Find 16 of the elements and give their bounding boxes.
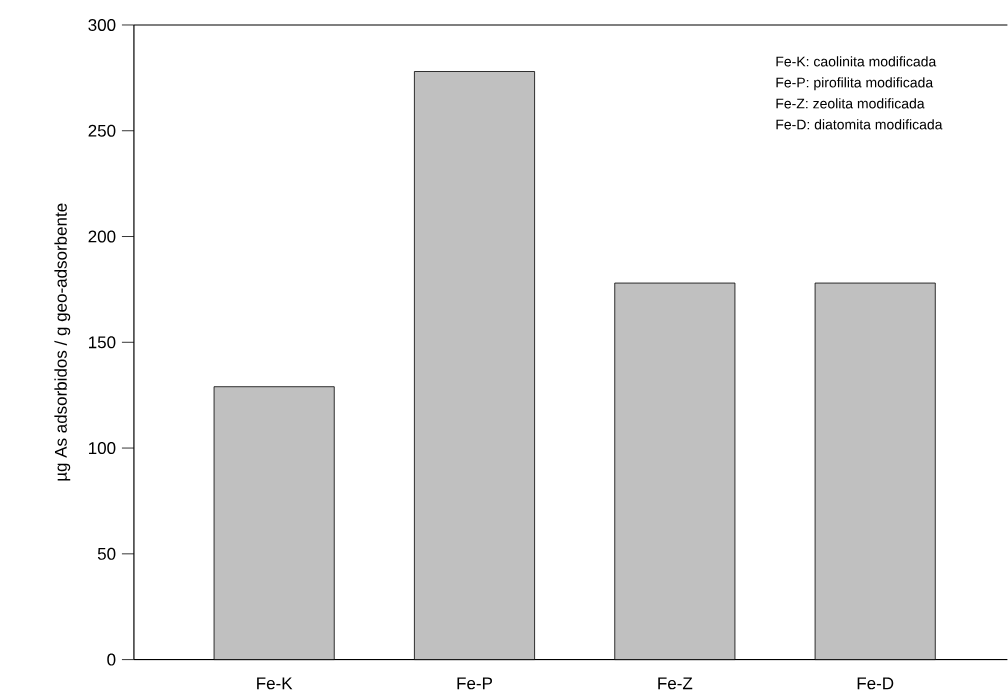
annotation: Fe-P: pirofilita modificada xyxy=(776,77,934,91)
y-tick-label: 250 xyxy=(88,124,116,137)
y-tick-label: 50 xyxy=(97,548,116,561)
x-tick-label: Fe-K xyxy=(257,677,293,690)
annotation: Fe-K: caolinita modificada xyxy=(776,56,937,67)
y-tick-label: 200 xyxy=(88,230,116,243)
y-axis-title: µg As adsorbidos / g geo-adsorbente xyxy=(54,203,71,481)
y-tick-label: 150 xyxy=(89,336,116,349)
y-tick-label: 300 xyxy=(88,19,116,32)
y-tick-label: 100 xyxy=(89,442,116,455)
y-tick-label: 0 xyxy=(107,653,116,666)
annotation: Fe-D: diatomita modificada xyxy=(776,119,943,130)
x-tick-label: Fe-D xyxy=(857,677,894,690)
x-tick-label: Fe-P xyxy=(457,677,493,690)
x-tick-label: Fe-Z xyxy=(658,677,693,690)
annotation: Fe-Z: zeolita modificada xyxy=(776,98,925,109)
